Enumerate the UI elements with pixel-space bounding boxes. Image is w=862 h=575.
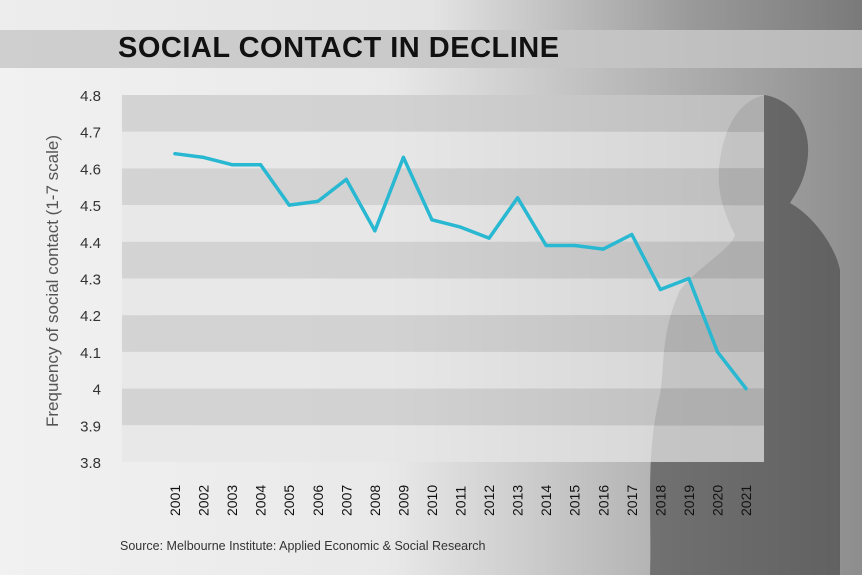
x-tick-label: 2003 xyxy=(224,485,240,516)
title-band xyxy=(0,30,862,68)
grid-band xyxy=(122,241,764,279)
data-point xyxy=(173,152,177,156)
data-point xyxy=(230,163,234,167)
data-point xyxy=(344,177,348,182)
y-tick-label: 4.1 xyxy=(80,345,101,362)
x-tick-label: 2018 xyxy=(652,485,668,516)
chart-bands xyxy=(122,95,764,462)
y-tick-label: 4.7 xyxy=(80,125,101,142)
data-point xyxy=(601,247,605,251)
x-tick-label: 2014 xyxy=(538,485,554,516)
data-point xyxy=(259,163,263,167)
y-tick-label: 4.4 xyxy=(80,235,101,252)
x-tick-label: 2017 xyxy=(624,485,640,516)
y-axis-label: Frequency of social contact (1-7 scale) xyxy=(43,135,62,427)
x-tick-label: 2008 xyxy=(367,485,383,516)
data-point xyxy=(287,203,291,207)
grid-band xyxy=(122,278,764,316)
grid-band xyxy=(122,388,764,426)
y-tick-label: 3.8 xyxy=(80,455,101,472)
y-tick-label: 4.3 xyxy=(80,272,101,289)
y-tick-label: 4 xyxy=(93,382,101,399)
data-point xyxy=(744,387,748,391)
data-point xyxy=(630,232,634,237)
x-tick-label: 2005 xyxy=(281,485,297,516)
x-tick-label: 2015 xyxy=(567,485,583,516)
x-tick-label: 2016 xyxy=(595,485,611,516)
x-tick-label: 2012 xyxy=(481,485,497,516)
chart-series xyxy=(173,151,748,391)
x-tick-label: 2004 xyxy=(253,485,269,516)
y-tick-label: 4.6 xyxy=(80,161,101,178)
x-tick-label: 2020 xyxy=(709,485,725,516)
data-point xyxy=(401,155,405,159)
chart-title: SOCIAL CONTACT IN DECLINE xyxy=(118,32,560,64)
data-point xyxy=(373,229,377,233)
grid-band xyxy=(122,425,764,462)
data-point xyxy=(458,225,463,229)
x-tick-label: 2001 xyxy=(167,485,183,516)
x-tick-label: 2010 xyxy=(424,485,440,516)
data-point xyxy=(658,287,662,292)
y-tick-label: 4.8 xyxy=(80,88,101,105)
y-axis-ticks: 4.8 4.7 4.6 4.5 4.4 4.3 4.2 4.1 4 3.9 3.8 xyxy=(80,88,101,472)
grid-band xyxy=(122,315,764,352)
grid-band xyxy=(122,168,764,206)
y-tick-label: 3.9 xyxy=(80,418,101,435)
data-point xyxy=(487,236,491,240)
y-tick-label: 4.5 xyxy=(80,198,101,215)
x-tick-label: 2019 xyxy=(681,485,697,516)
x-tick-label: 2011 xyxy=(453,486,469,516)
x-tick-label: 2021 xyxy=(738,485,754,516)
x-tick-label: 2013 xyxy=(510,485,526,516)
grid-band xyxy=(122,95,764,132)
background-top xyxy=(0,0,862,30)
data-point xyxy=(573,243,577,248)
data-point xyxy=(715,350,720,354)
data-point xyxy=(430,218,434,222)
y-tick-label: 4.2 xyxy=(80,308,101,325)
x-tick-label: 2002 xyxy=(196,485,212,516)
data-point xyxy=(687,276,691,281)
source-note: Source: Melbourne Institute: Applied Eco… xyxy=(120,539,486,553)
data-point xyxy=(316,199,320,204)
x-axis-ticks: 2001 2002 2003 2004 2005 2006 2007 2008 2009 2010… xyxy=(167,485,754,516)
data-point xyxy=(516,196,520,200)
data-point xyxy=(544,243,548,248)
x-tick-label: 2007 xyxy=(338,485,354,516)
x-tick-label: 2006 xyxy=(310,485,326,516)
data-point xyxy=(201,155,206,159)
grid-band xyxy=(122,351,764,389)
x-tick-label: 2009 xyxy=(395,485,411,516)
